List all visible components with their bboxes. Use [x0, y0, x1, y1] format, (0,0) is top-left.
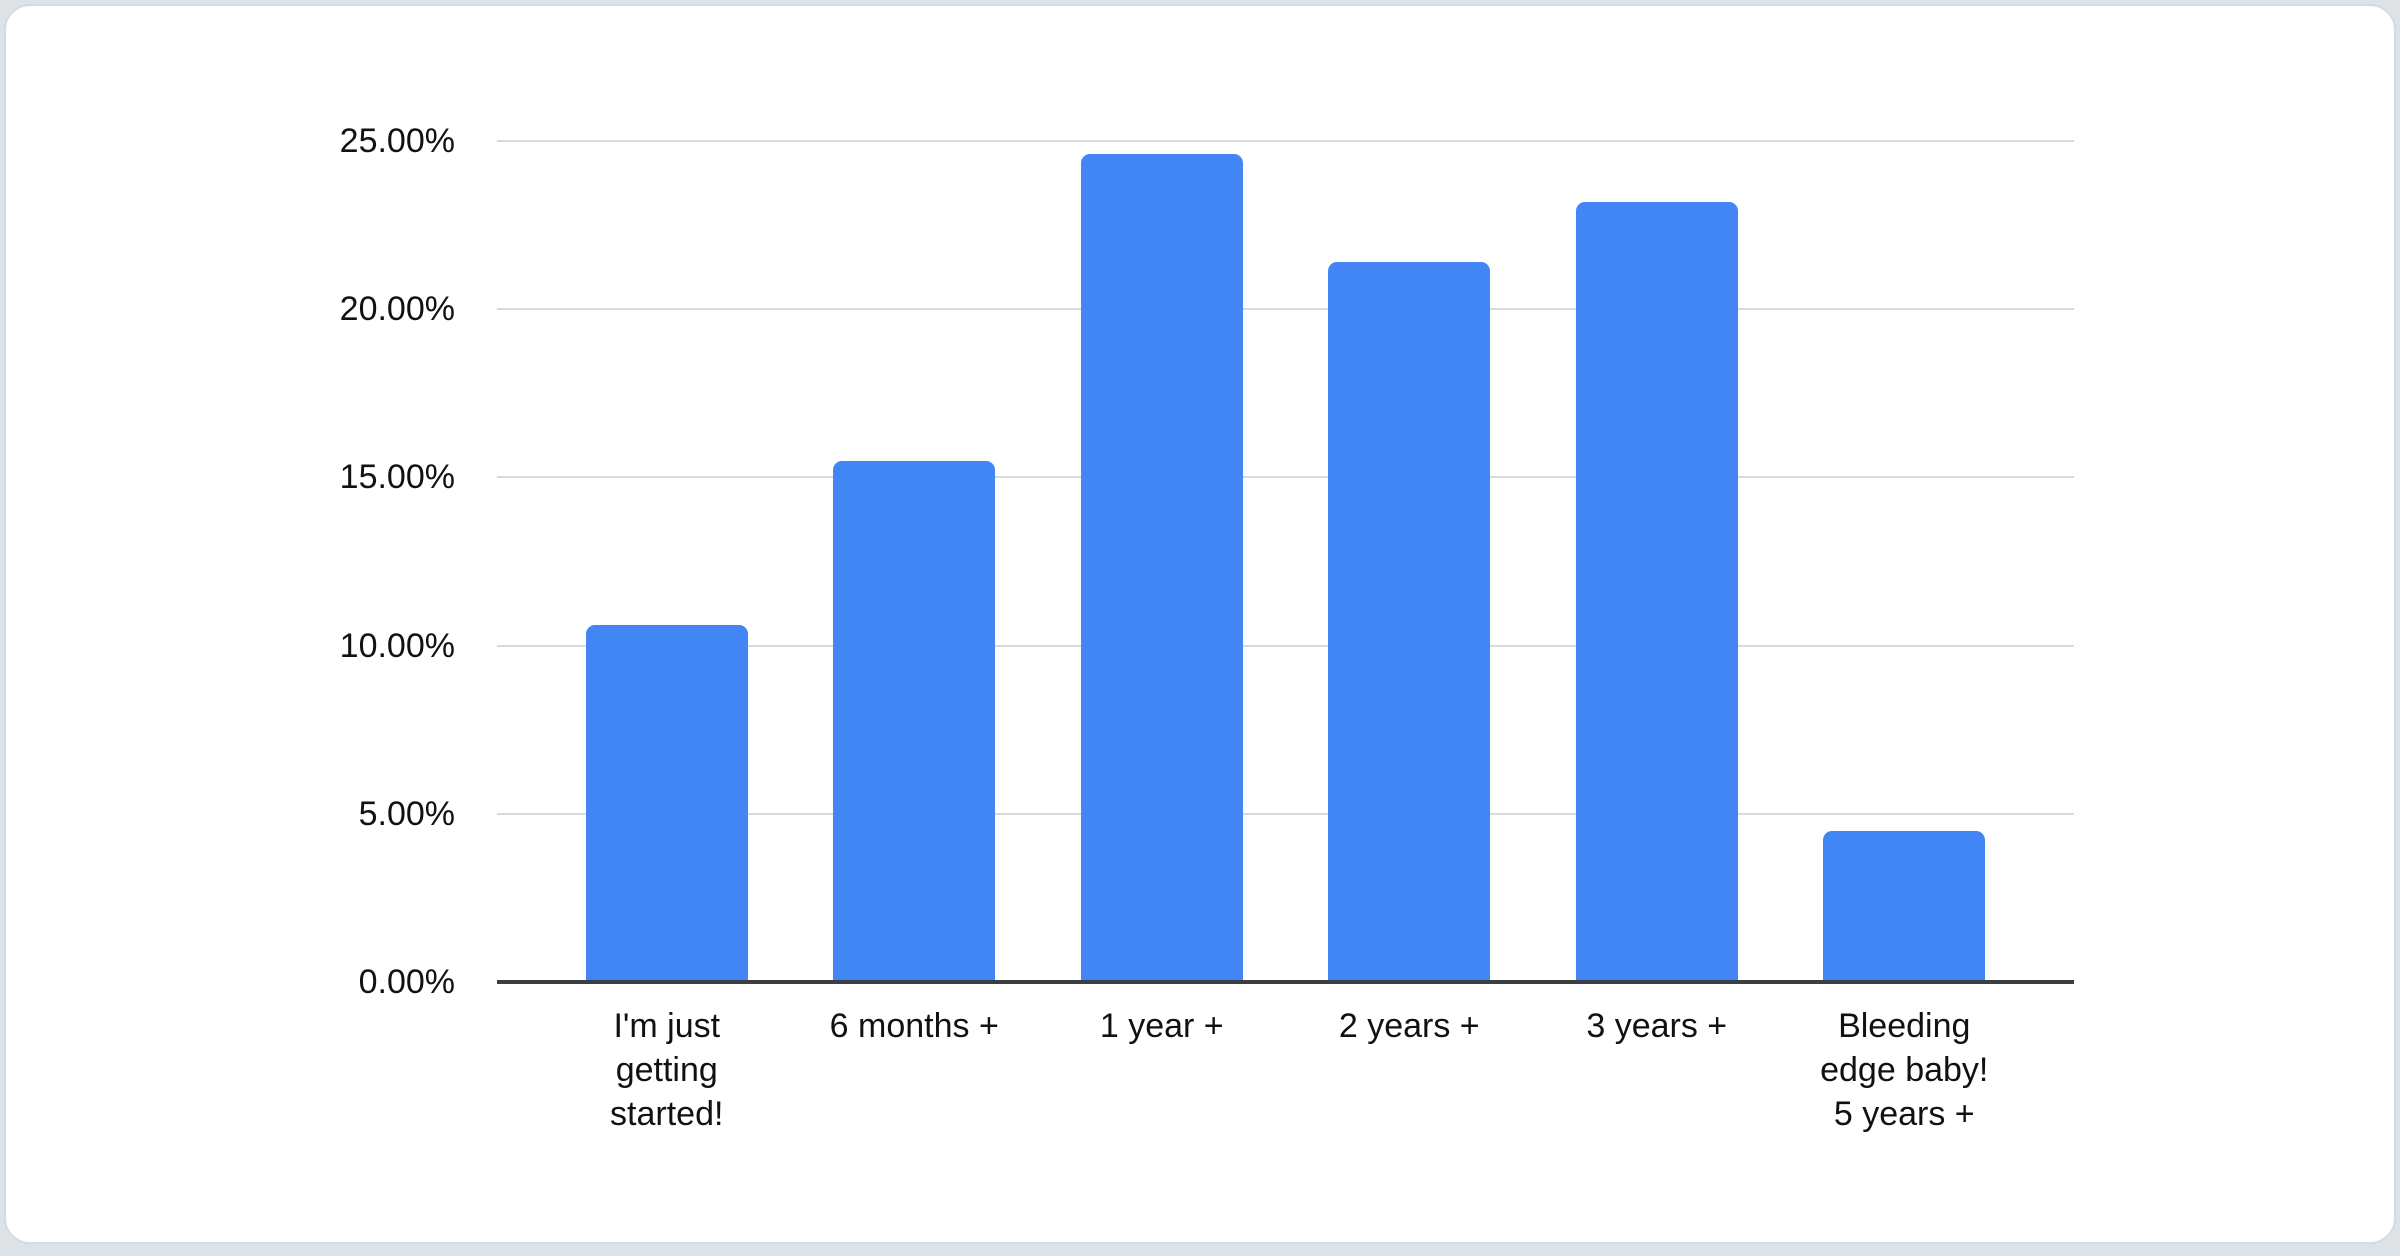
gridline — [497, 308, 2074, 311]
gridline — [497, 476, 2074, 479]
bar-chart: 0.00% 5.00% 10.00% 15.00% 20.00% 25.00% I'm j… — [6, 6, 2394, 1242]
y-tick-label: 20.00% — [339, 290, 455, 329]
bar — [1080, 154, 1243, 982]
bar-slot — [543, 141, 791, 982]
x-axis-label: Bleeding edge baby! 5 years + — [1820, 1007, 1989, 1133]
x-axis-label: 6 months + — [829, 1007, 999, 1045]
bar-slot — [1781, 141, 2029, 982]
bar — [585, 625, 748, 982]
x-axis-labels: I'm just getting started! 6 months + 1 yea… — [497, 1004, 2074, 1136]
x-label-cell: 1 year + — [1038, 1004, 1286, 1136]
y-tick-label: 0.00% — [358, 963, 455, 1001]
x-label-cell: I'm just getting started! — [543, 1004, 791, 1136]
y-tick-label: 10.00% — [339, 626, 455, 665]
gridline — [497, 644, 2074, 647]
y-tick-label: 25.00% — [339, 122, 455, 160]
bar — [1575, 201, 1738, 982]
plot-area — [497, 140, 2074, 984]
chart-card: 0.00% 5.00% 10.00% 15.00% 20.00% 25.00% I'm j… — [4, 4, 2396, 1244]
bar-slot — [1038, 141, 1286, 982]
x-label-cell: 2 years + — [1286, 1004, 1534, 1136]
x-label-cell: 3 years + — [1533, 1004, 1781, 1136]
x-axis-label: 2 years + — [1338, 1007, 1480, 1045]
y-tick-label: 5.00% — [358, 794, 455, 833]
bar — [1823, 830, 1986, 982]
bar — [1328, 262, 1491, 982]
y-axis-labels: 0.00% 5.00% 10.00% 15.00% 20.00% 25.00% — [6, 122, 475, 1001]
gridline — [497, 812, 2074, 815]
bar-slot — [1533, 141, 1781, 982]
bars-row — [497, 141, 2074, 982]
x-axis-label: I'm just getting started! — [610, 1007, 724, 1133]
bar — [833, 460, 996, 982]
bar-slot — [1286, 141, 1534, 982]
x-axis-label: 3 years + — [1586, 1007, 1728, 1045]
x-label-cell: 6 months + — [791, 1004, 1039, 1136]
bar-slot — [791, 141, 1039, 982]
gridline — [497, 140, 2074, 142]
x-axis-label: 1 year + — [1099, 1007, 1224, 1045]
x-label-cell: Bleeding edge baby! 5 years + — [1781, 1004, 2029, 1136]
x-axis-line — [497, 980, 2074, 984]
y-tick-label: 15.00% — [339, 458, 455, 497]
